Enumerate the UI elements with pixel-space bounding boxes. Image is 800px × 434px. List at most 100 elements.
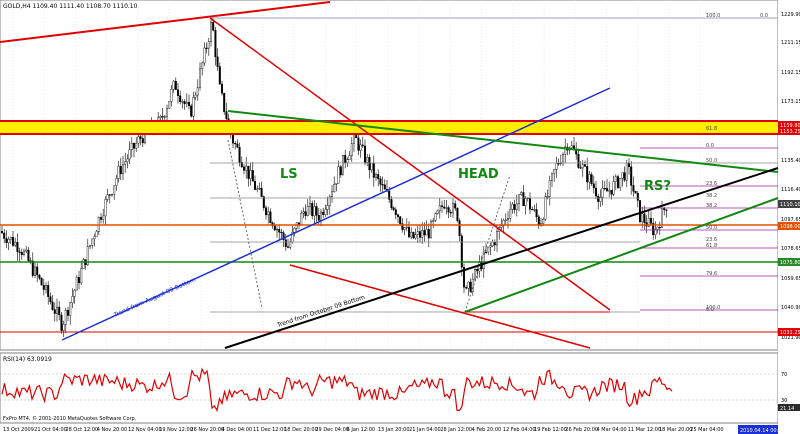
candle-body [346, 159, 349, 163]
time-axis-label: 28 Jan 12:00 [440, 427, 472, 433]
candle-body [441, 205, 444, 208]
fib-label: 100.0 [706, 13, 720, 19]
rsi-label: RSI(14) 63.0919 [3, 356, 52, 363]
candle-body [617, 176, 620, 188]
candle-body [282, 232, 285, 240]
candle-body [260, 187, 263, 197]
candle-body [584, 164, 587, 167]
time-axis-label: 18 Mar 20:00 [659, 427, 692, 433]
candle-body [590, 174, 593, 185]
candle-body [414, 234, 417, 239]
candle-body [326, 205, 329, 210]
candle-body [416, 231, 419, 235]
candle-body [410, 231, 413, 238]
candle-body [432, 219, 435, 222]
dotted-guide [464, 174, 511, 313]
copyright-text: FxPro MT4, © 2001-2010 MetaQuotes Softwa… [3, 415, 137, 422]
candle-body [372, 163, 375, 178]
candle-body [522, 192, 525, 206]
red-top-trendline [0, 1, 331, 43]
candle-body [27, 249, 30, 261]
candle-body [278, 228, 281, 233]
candle-body [614, 176, 617, 182]
candle-body [641, 213, 644, 223]
candle-body [194, 94, 197, 98]
candle-body [460, 235, 463, 268]
candle-body [315, 206, 318, 216]
candle-body [513, 204, 516, 210]
fib-labels: 100.0 61.8 0.0 50.0 23.6 38.2 38.2 50.0 … [706, 13, 768, 313]
blue-trendline [61, 87, 611, 341]
candle-body [240, 162, 243, 168]
candle-body [185, 101, 188, 104]
candle-body [465, 286, 468, 289]
candle-body [390, 199, 393, 209]
time-axis-label: 12 Nov 04:00 [128, 427, 162, 433]
candle-body [273, 225, 276, 231]
candle-body [18, 251, 21, 253]
candle-body [302, 211, 305, 214]
candle-body [531, 208, 534, 211]
time-axis-label: 29 Dec 04:00 [315, 427, 349, 433]
candle-body [313, 206, 316, 217]
time-axis-label: 19 Nov 12:00 [159, 427, 193, 433]
candle-body [161, 116, 164, 118]
candle-body [553, 169, 556, 174]
fibonacci-levels [210, 147, 778, 313]
candle-body [106, 194, 109, 200]
candle-body [401, 223, 404, 230]
candle-body [489, 245, 492, 248]
time-axis-label: 28 Oct 12:00 [65, 427, 98, 433]
candle-body [487, 246, 490, 253]
candle-body [47, 284, 50, 297]
candle-body [102, 215, 105, 220]
candle-body [518, 194, 521, 204]
candle-body [496, 231, 499, 246]
candle-body [60, 314, 63, 331]
candle-body [225, 111, 228, 119]
candle-body [546, 196, 549, 198]
candle-body [606, 188, 609, 192]
candle-body [209, 22, 212, 42]
candle-body [500, 225, 503, 228]
candle-body [537, 216, 540, 226]
candle-body [447, 207, 450, 213]
candle-body [36, 266, 39, 276]
candle-body [381, 184, 384, 186]
price-axis-label: 1059.65 [781, 276, 800, 282]
price-axis-label: 1078.65 [781, 246, 800, 252]
candle-body [95, 231, 98, 237]
candle-body [64, 310, 67, 325]
candle-body [201, 62, 204, 70]
fib-label: 50.0 [706, 225, 717, 231]
candle-body [643, 213, 646, 223]
candle-body [192, 97, 195, 117]
candle-body [344, 154, 347, 163]
time-axis-label: 12 Feb 04:00 [503, 427, 536, 433]
price-tag-text: 1159.80 [780, 123, 800, 129]
candle-body [137, 136, 140, 144]
candle-body [108, 194, 111, 196]
candle-body [595, 187, 598, 197]
candle-body [7, 239, 10, 243]
candle-body [504, 219, 507, 221]
candle-body [265, 207, 268, 216]
candle-body [438, 205, 441, 212]
candle-body [445, 207, 448, 209]
price-tag [778, 121, 800, 129]
candle-body [485, 251, 488, 254]
candle-body [16, 241, 19, 252]
candle-body [405, 226, 408, 229]
candle-body [562, 154, 565, 164]
price-axis-label: 1040.90 [781, 305, 800, 311]
resistance-zone [0, 121, 778, 134]
price-axis-panel [778, 0, 800, 423]
horizontal-levels [0, 17, 778, 333]
price-tag [778, 222, 800, 230]
time-axis-label: 18 Dec 20:00 [284, 427, 318, 433]
candle-body [20, 252, 23, 255]
candle-body [214, 30, 217, 58]
candle-body [231, 133, 234, 144]
candle-body [368, 156, 371, 171]
candle-body [130, 143, 133, 150]
